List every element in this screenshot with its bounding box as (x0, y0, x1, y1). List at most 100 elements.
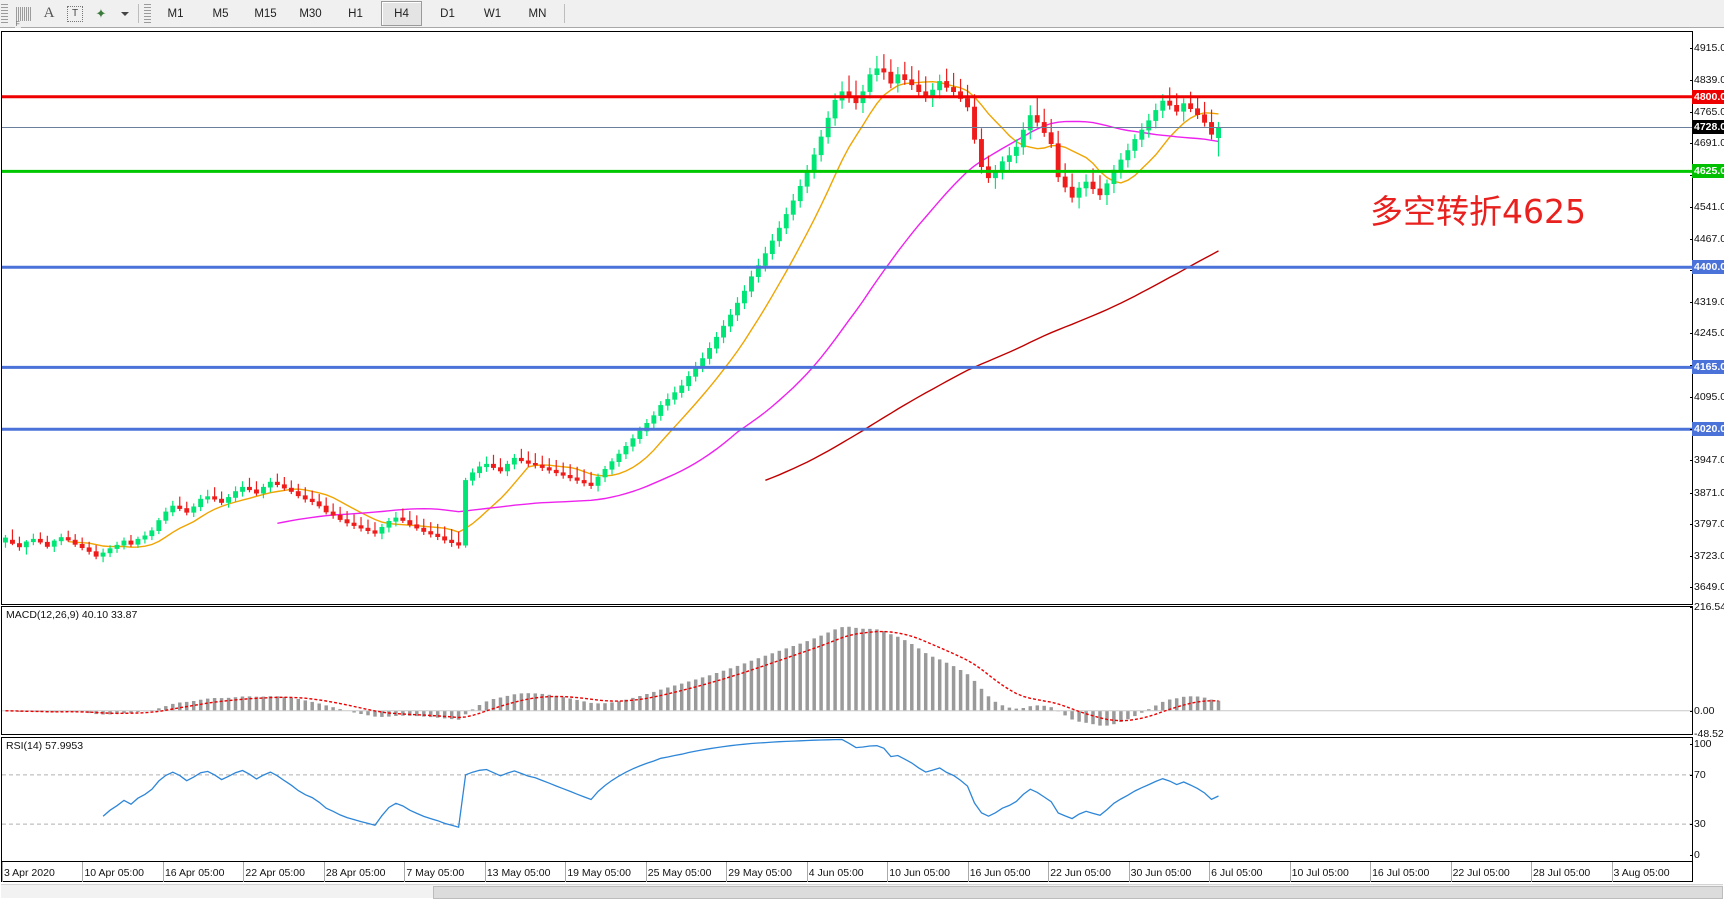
time-axis-separator (2, 862, 3, 882)
timeframe-m30[interactable]: M30 (299, 7, 322, 20)
rsi-pane[interactable]: RSI(14) 57.9953 (1, 737, 1693, 862)
chart-annotation: 多空转折4625 (1370, 192, 1586, 231)
time-axis-label: 22 Jun 05:00 (1050, 867, 1111, 879)
price-axis-tick: 3947.0 (1689, 454, 1724, 466)
price-axis-tick: 3797.0 (1689, 518, 1724, 530)
timeframe-h1[interactable]: H1 (348, 7, 363, 20)
price-axis-tick: 4839.0 (1689, 74, 1724, 86)
time-axis-separator (162, 862, 164, 882)
price-axis-tag-support: 4020.0 (1692, 422, 1724, 437)
price-axis-tick: 4765.0 (1689, 106, 1724, 118)
macd-pane[interactable]: MACD(12,26,9) 40.10 33.87 (1, 606, 1693, 735)
time-axis-separator (1209, 862, 1211, 882)
price-axis-tag-pivot: 4625.0 (1692, 164, 1724, 179)
timeframe-grip[interactable] (144, 3, 151, 24)
time-axis-label: 6 Jul 05:00 (1211, 867, 1263, 879)
time-axis-label: 19 May 05:00 (567, 867, 631, 879)
time-axis-label: 16 Jul 05:00 (1372, 867, 1430, 879)
time-axis-label: 25 May 05:00 (647, 867, 712, 879)
toolbar-divider-2 (564, 4, 565, 23)
rsi-axis-tick: 0 (1690, 849, 1700, 861)
time-axis-separator (1128, 862, 1130, 882)
macd-label: MACD(12,26,9) 40.10 33.87 (6, 609, 138, 621)
timeframe-m1[interactable]: M1 (167, 7, 184, 20)
price-axis-tick: 4095.0 (1689, 391, 1724, 403)
objects-icon[interactable]: ✦ (95, 5, 107, 21)
time-axis-separator (1611, 862, 1613, 882)
timeframe-m5[interactable]: M5 (212, 7, 229, 20)
time-axis-separator (1048, 862, 1050, 882)
timeframe-m15[interactable]: M15 (254, 7, 277, 20)
macd-axis-tick: 0.00 (1689, 704, 1715, 717)
time-axis-label: 10 Apr 05:00 (84, 867, 145, 879)
time-axis-separator (484, 862, 486, 882)
price-axis-tick: 4245.0 (1689, 327, 1724, 339)
time-axis-label: 22 Apr 05:00 (245, 867, 305, 879)
price-chart-pane[interactable] (1, 31, 1693, 605)
time-axis-separator (82, 862, 84, 882)
time-axis-separator (1531, 862, 1533, 882)
time-axis-label: 10 Jul 05:00 (1291, 867, 1349, 879)
toolbar-grip[interactable] (1, 3, 8, 24)
rsi-axis-tick: 100 (1690, 738, 1712, 750)
macd-axis-tick: 216.54 (1689, 601, 1724, 613)
rsi-axis-tick: 70 (1690, 768, 1706, 781)
time-axis-separator (404, 862, 406, 882)
time-axis-separator (887, 862, 889, 882)
time-axis-label: 13 May 05:00 (486, 867, 551, 879)
price-axis-tag-current: 4728.0 (1692, 120, 1724, 135)
objects-dropdown-icon[interactable] (114, 2, 134, 25)
time-axis-separator (243, 862, 245, 882)
toolbar-divider (138, 4, 139, 23)
price-axis-tick: 4319.0 (1689, 296, 1724, 308)
price-axis-tick: 3871.0 (1689, 487, 1724, 499)
time-axis-label: 3 Apr 2020 (4, 867, 55, 879)
price-axis-tick: 4467.0 (1689, 233, 1724, 245)
time-axis-separator (1450, 862, 1452, 882)
price-axis-tag-support: 4165.0 (1692, 360, 1724, 375)
price-axis[interactable]: 4915.04839.04765.04691.04617.04541.04467… (1689, 31, 1724, 862)
rsi-axis-tick: 30 (1690, 818, 1706, 831)
timeframe-w1[interactable]: W1 (483, 7, 502, 20)
macd-plot (2, 607, 1692, 734)
text-label-icon[interactable]: A (43, 5, 55, 21)
time-axis-separator (645, 862, 647, 882)
price-chart-svg (2, 54, 1692, 563)
time-axis-separator (806, 862, 808, 882)
macd-chart-svg (2, 626, 1692, 726)
price-axis-tag-resistance: 4800.0 (1692, 89, 1724, 104)
price-axis-tick: 3723.0 (1689, 550, 1724, 562)
rsi-plot (2, 738, 1692, 861)
timeframe-mn[interactable]: MN (528, 7, 547, 20)
time-axis-label: 29 May 05:00 (728, 867, 792, 879)
time-axis-label: 3 Aug 05:00 (1613, 867, 1670, 879)
price-axis-tick: 4915.0 (1689, 42, 1724, 54)
text-box-icon[interactable]: T (62, 2, 88, 25)
timeframe-d1[interactable]: D1 (440, 7, 455, 20)
macd-axis-tick: -48.52 (1690, 728, 1724, 740)
time-axis-separator (1289, 862, 1291, 882)
scrollbar-thumb[interactable] (433, 886, 1723, 899)
price-axis-tick: 4691.0 (1689, 137, 1724, 149)
time-axis-label: 7 May 05:00 (406, 867, 465, 879)
fibo-grid-icon[interactable] (10, 2, 36, 28)
time-axis-label: 10 Jun 05:00 (889, 867, 950, 879)
time-axis-label: 28 Apr 05:00 (325, 867, 386, 879)
rsi-label: RSI(14) 57.9953 (6, 740, 84, 752)
price-axis-tag-support: 4400.0 (1692, 260, 1724, 275)
time-axis-separator (565, 862, 567, 882)
timeframe-h4[interactable]: H4 (381, 1, 422, 26)
time-axis[interactable]: 3 Apr 2020 10 Apr 05:00 16 Apr 05:00 22 Apr… (1, 862, 1693, 882)
price-axis-tick: 4541.0 (1689, 201, 1724, 213)
horizontal-scrollbar[interactable] (1, 884, 1723, 899)
toolbar: A T ✦ M1 M5 M15 M30 H1 H4 D1 W1 MN (0, 0, 1724, 28)
price-axis-tick: 3649.0 (1689, 581, 1724, 593)
time-axis-label: 22 Jul 05:00 (1452, 867, 1510, 879)
time-axis-label: 28 Jul 05:00 (1533, 867, 1591, 879)
time-axis-label: 16 Apr 05:00 (164, 867, 225, 879)
time-axis-separator (1370, 862, 1372, 882)
time-axis-separator (323, 862, 325, 882)
time-axis-separator (726, 862, 728, 882)
price-plot (2, 32, 1692, 604)
